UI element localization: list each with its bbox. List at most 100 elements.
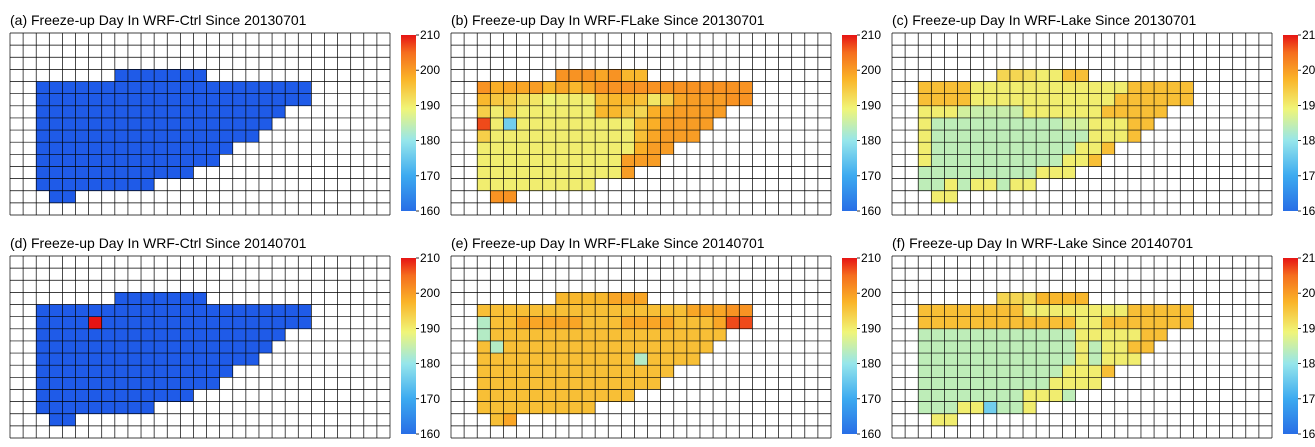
grid-cell: [647, 304, 661, 317]
grid-cell: [62, 105, 76, 118]
grid-cell: [568, 401, 583, 414]
grid-cell: [232, 340, 246, 354]
grid-cell: [944, 117, 958, 131]
grid-cell: [1049, 316, 1063, 329]
grid-cell: [529, 142, 543, 155]
grid-cell: [957, 178, 971, 191]
grid-cell: [1036, 328, 1050, 341]
grid-cell: [1009, 178, 1024, 191]
grid-cell: [996, 142, 1010, 155]
grid-cell: [49, 328, 63, 341]
grid-cell: [996, 328, 1010, 341]
grid-cell: [1088, 353, 1102, 366]
grid-cell: [258, 105, 273, 118]
grid-cell: [1049, 292, 1063, 305]
grid-cell: [673, 81, 687, 94]
grid-cell: [957, 377, 971, 390]
grid-cell: [503, 105, 517, 118]
grid-cell: [542, 304, 556, 317]
grid-cell: [49, 105, 63, 118]
grid-cell: [490, 117, 504, 131]
grid-cell: [1075, 154, 1089, 167]
colorbar-tick-label: 160: [1302, 204, 1315, 218]
grid-cell: [49, 353, 63, 366]
grid-cell: [516, 105, 530, 118]
grid-cell: [88, 130, 102, 143]
grid-cell: [193, 353, 207, 366]
grid-cell: [529, 154, 543, 167]
colorbar-tick-label: 160: [420, 204, 440, 218]
grid-cell: [595, 154, 609, 167]
grid-cell: [686, 316, 700, 329]
grid-cell: [193, 69, 207, 82]
panel-title: (c) Freeze-up Day In WRF-Lake Since 2013…: [892, 12, 1196, 28]
grid-cell: [996, 304, 1010, 317]
grid-cell: [516, 401, 530, 414]
grid-cell: [127, 292, 142, 305]
grid-cell: [180, 292, 194, 305]
grid-cell: [686, 105, 700, 118]
grid-cell: [141, 142, 155, 155]
grid-cell: [555, 328, 569, 341]
grid-cell: [477, 166, 491, 179]
grid-cell: [582, 353, 596, 366]
grid-cell: [258, 81, 273, 94]
grid-cell: [1023, 166, 1037, 179]
grid-cell: [568, 340, 583, 354]
grid-cell: [88, 377, 102, 390]
grid-cell: [219, 117, 233, 131]
colorbar-tick-label: 170: [861, 392, 881, 406]
grid-cell: [595, 81, 609, 94]
grid-cell: [49, 316, 63, 329]
grid-cell: [490, 389, 504, 402]
grid-cell: [516, 316, 530, 329]
grid-cell: [516, 389, 530, 402]
grid-cell: [1023, 340, 1037, 354]
grid-cell: [634, 304, 648, 317]
grid-cell: [983, 401, 997, 414]
grid-cell: [647, 340, 661, 354]
grid-cell: [1167, 316, 1181, 329]
grid-cell: [1062, 377, 1076, 390]
grid-cell: [1167, 81, 1181, 94]
grid-cell: [285, 81, 299, 94]
grid-cell: [62, 377, 76, 390]
grid-cell: [970, 389, 984, 402]
grid-cell: [957, 316, 971, 329]
grid-cell: [1101, 328, 1115, 341]
grid-cell: [298, 81, 312, 94]
grid-cell: [568, 328, 583, 341]
grid-cell: [1127, 316, 1141, 329]
grid-cell: [114, 105, 128, 118]
grid-cell: [516, 81, 530, 94]
grid-cell: [582, 292, 596, 305]
grid-cell: [503, 154, 517, 167]
grid-cell: [75, 316, 89, 329]
grid-cell: [595, 316, 609, 329]
grid-cell: [608, 304, 622, 317]
grid-cell: [503, 353, 517, 366]
grid-cell: [647, 117, 661, 131]
grid-cell: [555, 340, 569, 354]
grid-cell: [1062, 316, 1076, 329]
colorbar-tick-label: 160: [1302, 427, 1315, 441]
grid-cell: [555, 316, 569, 329]
grid-cell: [477, 353, 491, 366]
grid-cell: [582, 304, 596, 317]
grid-cell: [516, 365, 530, 378]
grid-cell: [36, 377, 50, 390]
panel-d: (d) Freeze-up Day In WRF-Ctrl Since 2014…: [9, 235, 440, 441]
grid-cell: [232, 328, 246, 341]
grid-cell: [36, 93, 50, 106]
grid-cell: [1127, 328, 1141, 341]
grid-cell: [114, 142, 128, 155]
colorbar-tick-label: 190: [1302, 321, 1315, 335]
grid-cell: [36, 328, 50, 341]
grid-cell: [1180, 81, 1194, 94]
grid-cell: [970, 340, 984, 354]
grid-cell: [219, 365, 233, 378]
grid-cell: [1049, 166, 1063, 179]
grid-cell: [167, 81, 181, 94]
grid-cell: [726, 304, 740, 317]
grid-cell: [970, 178, 984, 191]
